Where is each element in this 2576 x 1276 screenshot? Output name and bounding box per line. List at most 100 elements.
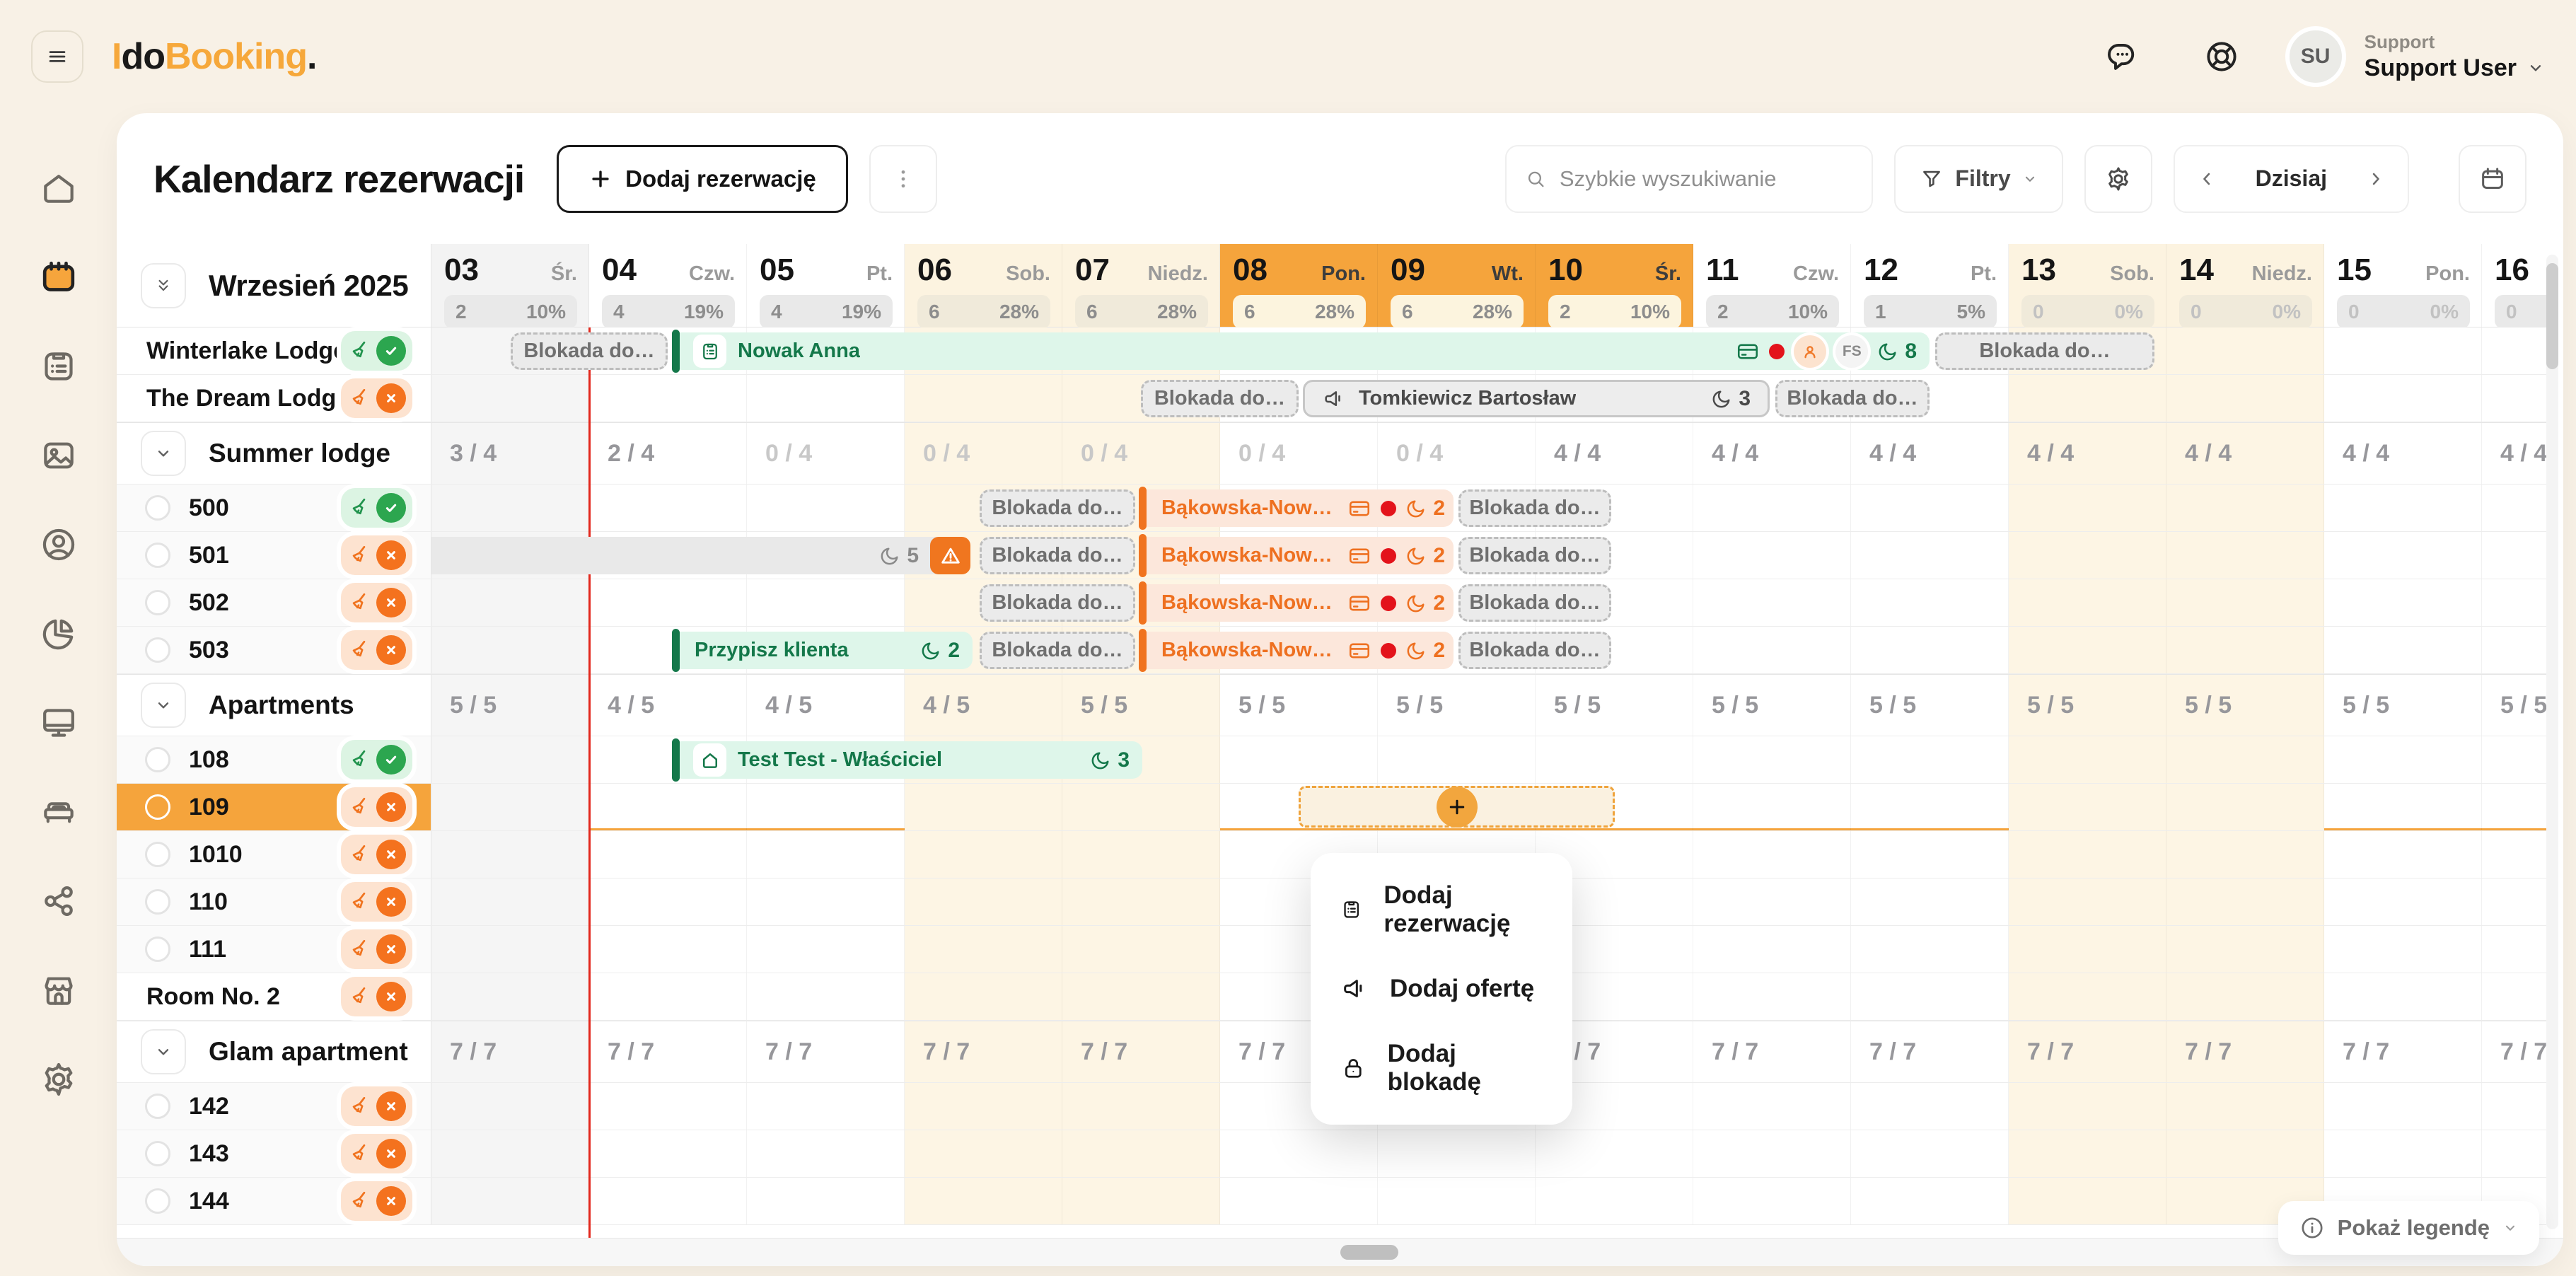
grid-cell[interactable] [2009, 627, 2166, 673]
grid-cell[interactable] [2324, 532, 2482, 579]
horizontal-drag-handle[interactable] [1340, 1245, 1398, 1260]
grid-cell[interactable] [2482, 327, 2546, 374]
grid-cell[interactable] [747, 784, 905, 830]
blockade-bar[interactable]: Blokada do… [511, 332, 668, 370]
grid-cell[interactable] [1536, 926, 1693, 973]
row-name-cell[interactable]: 144 [117, 1178, 431, 1224]
row-name-cell[interactable]: 143 [117, 1130, 431, 1177]
grid-cell[interactable] [431, 1083, 589, 1130]
grid-cell[interactable] [1536, 627, 1693, 673]
reservation-bar[interactable]: Przypisz klienta 2 [672, 629, 973, 672]
grid-cell[interactable] [1693, 485, 1851, 531]
grid-cell[interactable] [431, 831, 589, 878]
row-name-cell[interactable]: The Dream Lodge [117, 375, 431, 422]
row-name-cell[interactable]: Apartments [117, 675, 431, 736]
row-name-cell[interactable]: 502 [117, 579, 431, 626]
grid-cell[interactable] [1851, 579, 2009, 626]
grid-cell[interactable] [1062, 1130, 1220, 1177]
grid-cell[interactable] [1536, 532, 1693, 579]
grid-cell[interactable] [1220, 1130, 1378, 1177]
grid-cell[interactable] [2324, 973, 2482, 1020]
grid-cell[interactable]: 4 / 4 [2482, 423, 2546, 484]
row-name-cell[interactable]: 108 [117, 736, 431, 783]
room-select-radio[interactable] [145, 794, 170, 820]
grid-cell[interactable] [1062, 973, 1220, 1020]
grid-cell[interactable] [2009, 736, 2166, 783]
grid-cell[interactable] [1536, 1083, 1693, 1130]
grid-cell[interactable] [1851, 1083, 2009, 1130]
room-select-radio[interactable] [145, 1188, 170, 1214]
grid-cell[interactable] [431, 1178, 589, 1224]
sidebar-item-guests[interactable] [39, 525, 79, 564]
grid-cell[interactable] [2324, 784, 2482, 830]
grid-cell[interactable] [2324, 627, 2482, 673]
grid-cell[interactable] [2482, 878, 2546, 925]
collapse-group-button[interactable] [141, 683, 186, 728]
grid-cell[interactable] [1062, 784, 1220, 830]
grid-cell[interactable] [1062, 831, 1220, 878]
row-name-cell[interactable]: 109 [117, 784, 431, 830]
grid-cell[interactable] [2324, 878, 2482, 925]
next-period-button[interactable] [2351, 147, 2401, 211]
room-select-radio[interactable] [145, 842, 170, 867]
grid-cell[interactable]: 0 / 4 [747, 423, 905, 484]
grid-cell[interactable]: 4 / 4 [1851, 423, 2009, 484]
grid-cell[interactable] [2482, 532, 2546, 579]
grid-cell[interactable] [1851, 831, 2009, 878]
grid-cell[interactable] [589, 973, 747, 1020]
grid-cell[interactable] [2482, 579, 2546, 626]
sidebar-item-calendar[interactable] [39, 257, 79, 297]
grid-cell[interactable] [2166, 579, 2324, 626]
grid-cell[interactable]: 0 / 4 [1062, 423, 1220, 484]
grid-cell[interactable] [905, 784, 1062, 830]
day-header-15[interactable]: 15 Pon. 0 0% [2324, 244, 2482, 329]
grid-cell[interactable] [2166, 784, 2324, 830]
grid-cell[interactable] [589, 878, 747, 925]
grid-cell[interactable] [2324, 579, 2482, 626]
grid-cell[interactable] [2009, 1130, 2166, 1177]
grid-cell[interactable] [747, 831, 905, 878]
context-menu-item-dodaj-ofert-[interactable]: Dodaj ofertę [1340, 975, 1543, 1003]
grid-cell[interactable] [1693, 627, 1851, 673]
grid-cell[interactable]: 7 / 7 [431, 1021, 589, 1082]
grid-cell[interactable] [2324, 831, 2482, 878]
grid-cell[interactable] [905, 1083, 1062, 1130]
blockade-bar[interactable]: Blokada do… [980, 489, 1135, 527]
grid-cell[interactable] [1851, 878, 2009, 925]
room-select-radio[interactable] [145, 495, 170, 521]
room-select-radio[interactable] [145, 936, 170, 962]
collapse-group-button[interactable] [141, 1029, 186, 1074]
grid-cell[interactable] [431, 375, 589, 422]
day-header-09[interactable]: 09 Wt. 6 28% [1378, 244, 1536, 329]
grid-cell[interactable] [1693, 831, 1851, 878]
grid-cell[interactable]: 4 / 5 [747, 675, 905, 736]
grid-cell[interactable] [431, 1130, 589, 1177]
sidebar-item-statistics[interactable] [39, 614, 79, 654]
grid-cell[interactable]: 7 / 7 [905, 1021, 1062, 1082]
help-icon[interactable] [2203, 38, 2240, 75]
grid-cell[interactable] [1536, 579, 1693, 626]
grid-cell[interactable] [1378, 736, 1536, 783]
grid-cell[interactable] [1062, 1083, 1220, 1130]
grid-cell[interactable] [1851, 485, 2009, 531]
grid-cell[interactable] [2324, 485, 2482, 531]
grid-cell[interactable] [2166, 327, 2324, 374]
grid-cell[interactable] [1693, 973, 1851, 1020]
reservation-bar[interactable]: Test Test - Właściciel 3 [672, 738, 1142, 782]
grid-cell[interactable]: 5 / 5 [2482, 675, 2546, 736]
grid-cell[interactable]: 5 / 5 [2009, 675, 2166, 736]
grid-cell[interactable]: 7 / 7 [1062, 1021, 1220, 1082]
row-name-cell[interactable]: Room No. 2 [117, 973, 431, 1020]
grid-cell[interactable] [2482, 784, 2546, 830]
grid-cell[interactable] [1851, 736, 2009, 783]
grid-cell[interactable]: 7 / 7 [2482, 1021, 2546, 1082]
grid-cell[interactable]: 4 / 4 [1693, 423, 1851, 484]
grid-cell[interactable] [2009, 1083, 2166, 1130]
grid-cell[interactable] [2324, 1130, 2482, 1177]
grid-cell[interactable] [1062, 1178, 1220, 1224]
grid-cell[interactable] [2009, 1178, 2166, 1224]
grid-cell[interactable]: 5 / 5 [1062, 675, 1220, 736]
grid-cell[interactable] [2482, 627, 2546, 673]
grid-cell[interactable]: 4 / 4 [1536, 423, 1693, 484]
prev-period-button[interactable] [2182, 147, 2232, 211]
